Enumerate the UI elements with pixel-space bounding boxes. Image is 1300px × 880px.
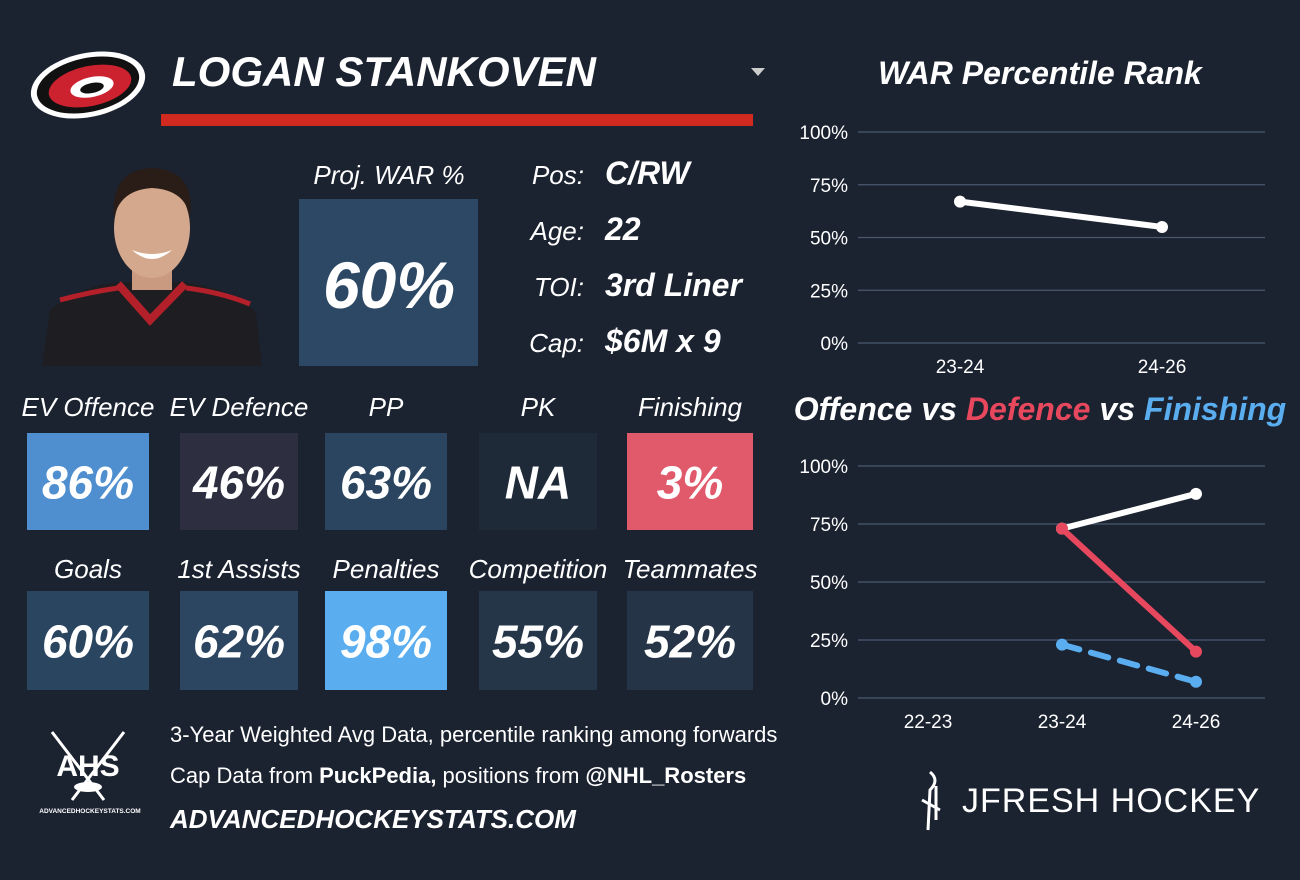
x-tick-label: 24-26 [1138,357,1187,378]
tile-value: 3% [657,457,723,509]
tile-label: Teammates [623,554,758,584]
footer-site: ADVANCEDHOCKEYSTATS.COM [169,804,577,834]
dropdown-arrow[interactable] [751,68,765,76]
tile-value: 55% [492,616,584,668]
tile-value: 86% [42,457,134,509]
ahs-logo-text: AHS [56,750,119,783]
legend-entry: Defence [966,391,1091,427]
projection-value: 60% [323,248,455,322]
y-tick-label: 75% [810,515,848,536]
tile-box [325,591,447,690]
projection-label: Proj. WAR % [313,160,464,190]
chart-title: Offence vs Defence vs Finishing [794,391,1286,427]
footer-text: @NHL_Rosters [585,763,746,788]
y-tick-label: 0% [821,689,849,710]
y-tick-label: 75% [810,176,848,197]
data-point [1156,220,1168,233]
y-tick-label: 25% [810,631,848,652]
bio-label: Age: [529,216,585,246]
tile-label: 1st Assists [177,554,300,584]
tile-label: Competition [469,554,608,584]
team-logo [30,51,146,119]
data-point [1056,522,1068,535]
data-point [1190,675,1202,688]
x-tick-label: 22-23 [904,712,953,733]
footer-text: PuckPedia, [319,763,436,788]
footer-note: 3-Year Weighted Avg Data, percentile ran… [170,722,777,747]
x-tick-label: 23-24 [1038,712,1087,733]
bio-label: Cap: [529,328,584,358]
tile-value: 46% [192,457,285,509]
tile-box [479,591,597,690]
bio-value: 22 [604,211,641,247]
x-tick-label: 24-26 [1172,712,1221,733]
tile-label: EV Defence [170,392,309,422]
tile-box [180,433,298,530]
tile-box [325,433,447,530]
tile-label: PK [521,392,557,422]
data-point [1190,645,1202,658]
data-point [1056,638,1068,651]
y-tick-label: 100% [799,457,848,478]
y-tick-label: 0% [821,334,849,355]
projection-box [299,199,478,366]
player-name: LOGAN STANKOVEN [172,48,598,95]
jfresh-logo [921,770,941,831]
tile-value: 60% [42,616,134,668]
brand: JFRESH HOCKEY [962,782,1260,820]
x-tick-label: 23-24 [936,357,985,378]
tile-box [627,433,753,530]
tile-label: Penalties [333,554,440,584]
series-line [1059,641,1199,685]
tile-box [27,591,149,690]
title-separator: vs [1099,391,1135,427]
ahs-logo [50,731,126,801]
tile-box [180,591,298,690]
tile-box [627,591,753,690]
legend-entry: Offence [794,391,913,427]
y-tick-label: 50% [810,573,848,594]
data-point [954,195,966,208]
bio-value: C/RW [605,155,693,191]
series-line [1059,525,1199,655]
player-photo [42,168,262,366]
chart-title: WAR Percentile Rank [878,55,1204,91]
footer-sources: Cap Data from PuckPedia, positions from @NH… [170,763,746,788]
bio-value: $6M x 9 [604,323,721,359]
series-line [957,198,1165,230]
tile-value: 63% [340,457,432,509]
tile-box [479,433,597,530]
tile-label: EV Offence [22,392,155,422]
series-line [1059,490,1199,532]
footer-text: Cap Data from [170,763,313,788]
bio-label: TOI: [534,272,584,302]
tile-value: 62% [193,616,285,668]
tile-value: NA [505,457,571,509]
tile-box [27,433,149,530]
name-underline [161,114,753,126]
bio-value: 3rd Liner [605,267,743,303]
ahs-logo-caption: ADVANCEDHOCKEYSTATS.COM [39,808,140,815]
tile-value: 52% [644,616,736,668]
tile-label: Goals [54,554,122,584]
y-tick-label: 50% [810,229,848,250]
data-point [1190,487,1202,500]
bio-label: Pos: [532,160,584,190]
tile-value: 98% [340,616,432,668]
footer-text: positions from [442,763,579,788]
y-tick-label: 25% [810,281,848,302]
title-separator: vs [921,391,957,427]
tile-label: PP [369,392,404,422]
tile-label: Finishing [638,392,743,422]
y-tick-label: 100% [799,123,848,144]
legend-entry: Finishing [1144,391,1286,427]
